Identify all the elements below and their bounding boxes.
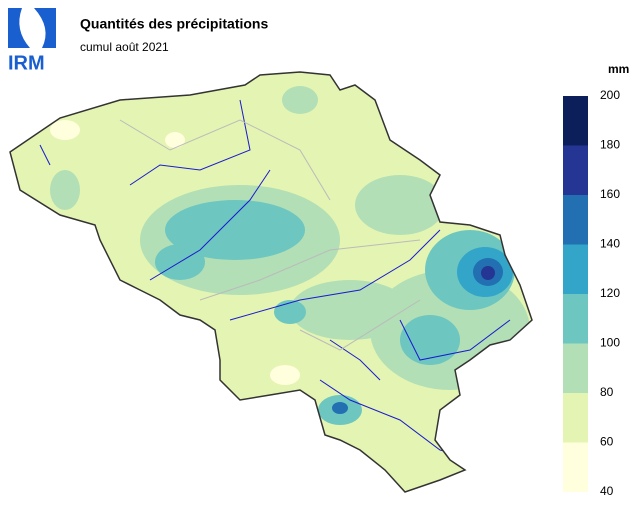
- logo: IRM: [8, 8, 56, 74]
- legend-tick-label: 40: [600, 484, 614, 498]
- logo-text: IRM: [8, 52, 45, 74]
- title: Quantités des précipitations: [80, 16, 268, 32]
- legend-swatch: [563, 96, 588, 146]
- subtitle: cumul août 2021: [80, 40, 169, 54]
- map: [9, 71, 533, 493]
- legend-tick-label: 80: [600, 385, 614, 399]
- legend-tick-label: 160: [600, 187, 620, 201]
- legend-tick-label: 180: [600, 138, 620, 152]
- legend-tick-label: 200: [600, 88, 620, 102]
- legend-swatch: [563, 294, 588, 344]
- legend-swatch: [563, 393, 588, 443]
- legend-swatch: [563, 343, 588, 393]
- legend-tick-label: 100: [600, 336, 620, 350]
- legend-swatch: [563, 442, 588, 492]
- legend-tick-label: 60: [600, 435, 614, 449]
- legend-swatch: [563, 145, 588, 195]
- legend-swatch: [563, 244, 588, 294]
- legend: 40 60 80 100 120 140 160 180 200: [563, 88, 620, 498]
- legend-swatch: [563, 195, 588, 245]
- legend-tick-label: 140: [600, 237, 620, 251]
- legend-tick-label: 120: [600, 286, 620, 300]
- legend-unit: mm: [608, 62, 629, 76]
